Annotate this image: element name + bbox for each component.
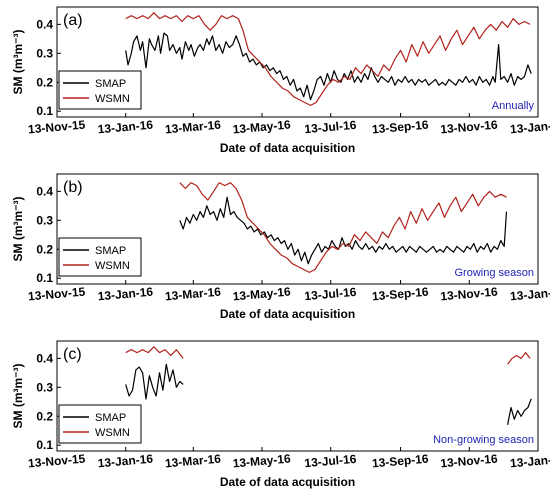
legend-box [58,70,142,110]
series-line-wsmn [125,346,184,359]
panel-label: (a) [63,12,83,29]
panel-label: (c) [63,346,82,363]
legend-label-wsmn: WSMN [95,260,130,272]
legend-box [58,404,142,444]
panel-label: (b) [63,179,83,196]
series-line-smap [125,32,532,101]
x-tick-label: 13-Jan-16 [97,285,154,304]
y-tick-label: 0.1 [36,438,53,452]
x-axis-title: Date of data acquisition [220,475,355,489]
x-tick-label: 13-Jul-16 [304,285,357,304]
x-tick-label: 13-Sep-16 [371,285,429,304]
series-line-smap [179,196,508,265]
x-tick-label: 13-Nov-15 [27,452,86,471]
y-tick-label: 0.2 [36,242,53,256]
legend-label-smap: SMAP [95,245,126,257]
legend-label-smap: SMAP [95,412,126,424]
y-axis-title: SM (m³m⁻³) [11,30,25,95]
series-line-wsmn [507,352,531,365]
y-axis-title: SM (m³m⁻³) [11,197,25,262]
x-tick-label: 13-Jul-16 [304,452,357,471]
legend-label-wsmn: WSMN [95,93,130,105]
x-tick-label: 13-Jan-17 [509,118,550,137]
x-tick-label: 13-Mar-16 [164,452,221,471]
y-tick-label: 0.3 [36,380,53,394]
x-tick-label: 13-Nov-15 [27,285,86,304]
season-note: Non-growing season [433,434,534,446]
x-tick-label: 13-May-16 [232,117,291,136]
season-note: Growing season [455,267,535,279]
y-tick-label: 0.2 [36,75,53,89]
y-tick-label: 0.1 [36,271,53,285]
y-tick-label: 0.2 [36,409,53,423]
legend-box [58,237,142,277]
x-tick-label: 13-Sep-16 [371,118,429,137]
x-tick-label: 13-Sep-16 [371,452,429,471]
y-tick-label: 0.3 [36,213,53,227]
series-line-smap [507,398,532,426]
series-line-smap [125,363,184,400]
y-tick-label: 0.4 [36,184,53,198]
x-tick-label: 13-Mar-16 [164,285,221,304]
panel-3: 0.1 0.2 0.3 0.4 13-Nov-15 13-Jan-16 13-Mar-16 1… [11,340,550,489]
series-line-wsmn [125,12,531,107]
x-tick-label: 13-Nov-15 [27,118,86,137]
x-tick-label: 13-Jan-17 [509,452,550,471]
y-axis-title: SM (m³m⁻³) [11,364,25,429]
legend-label-smap: SMAP [95,78,126,90]
season-note: Annually [492,100,535,112]
x-axis-title: Date of data acquisition [220,307,355,321]
x-tick-label: 13-May-16 [232,284,291,303]
x-axis-title: Date of data acquisition [220,141,355,155]
y-tick-label: 0.4 [36,351,53,365]
x-tick-label: 13-Nov-16 [440,118,499,137]
x-tick-label: 13-Mar-16 [164,118,221,137]
x-tick-label: 13-Jan-17 [509,285,550,304]
x-tick-label: 13-May-16 [232,451,291,470]
y-tick-label: 0.4 [36,17,53,31]
panel-2: 0.1 0.2 0.3 0.4 13-Nov-15 13-Jan-16 13-Mar-16 1… [11,173,550,321]
series-line-wsmn [179,182,507,273]
legend-label-wsmn: WSMN [95,427,130,439]
x-tick-label: 13-Nov-16 [440,452,499,471]
y-tick-label: 0.1 [36,104,53,118]
x-tick-label: 13-Jan-16 [97,452,154,471]
y-tick-label: 0.3 [36,46,53,60]
x-tick-label: 13-Jan-16 [97,118,154,137]
x-tick-label: 13-Nov-16 [440,285,499,304]
x-tick-label: 13-Jul-16 [304,118,357,137]
panel-1: 0.1 0.2 0.3 0.4 13-Nov-15 13-Jan-16 13-Mar-16 1… [11,6,550,155]
